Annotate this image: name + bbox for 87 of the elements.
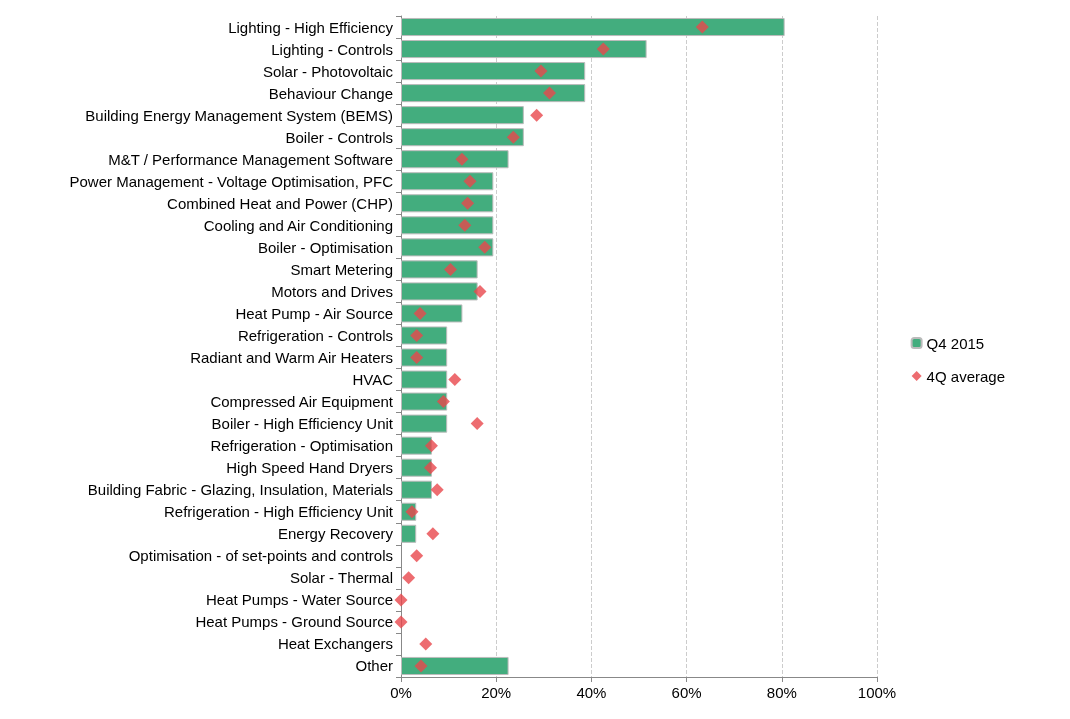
point bbox=[473, 284, 487, 298]
y-tick-label: Combined Heat and Power (CHP) bbox=[167, 194, 393, 212]
legend-label: Q4 2015 bbox=[926, 334, 985, 352]
y-tick-label: HVAC bbox=[352, 371, 394, 389]
y-tick-label: Building Energy Management System (BEMS) bbox=[85, 106, 393, 124]
bar bbox=[401, 84, 586, 103]
point bbox=[478, 240, 492, 254]
y-tick-label: Solar - Photovoltaic bbox=[262, 62, 394, 80]
y-tick-label: Compressed Air Equipment bbox=[210, 393, 394, 411]
bar bbox=[401, 238, 494, 257]
bar bbox=[401, 524, 417, 543]
point bbox=[506, 130, 520, 144]
bar bbox=[401, 282, 478, 301]
point bbox=[530, 108, 544, 122]
y-tick-label: M&T / Performance Management Software bbox=[108, 150, 393, 168]
y-tick-label: Heat Pumps - Ground Source bbox=[195, 613, 393, 631]
bar bbox=[401, 128, 524, 147]
bar bbox=[401, 436, 432, 455]
x-tick-label: 0% bbox=[390, 684, 412, 701]
y-tick-label: Building Fabric - Glazing, Insulation, Materials bbox=[87, 481, 393, 499]
bar bbox=[401, 414, 448, 433]
y-tick-label: Refrigeration - Controls bbox=[237, 326, 393, 344]
bar bbox=[401, 106, 524, 125]
y-tick-label: Motors and Drives bbox=[271, 282, 393, 300]
point bbox=[394, 593, 408, 607]
bar bbox=[401, 304, 463, 323]
x-tick-label: 80% bbox=[766, 684, 797, 701]
bar bbox=[401, 40, 647, 59]
x-tick-label: 60% bbox=[671, 684, 702, 701]
y-tick-label: Lighting - Controls bbox=[271, 40, 393, 58]
point bbox=[448, 373, 462, 387]
point bbox=[426, 527, 440, 541]
y-tick-label: Boiler - Controls bbox=[285, 128, 393, 146]
y-tick-label: Heat Pump - Air Source bbox=[235, 304, 393, 322]
y-tick-label: Refrigeration - High Efficiency Unit bbox=[164, 503, 394, 521]
y-tick-label: Heat Exchangers bbox=[277, 635, 393, 653]
y-tick-label: Behaviour Change bbox=[268, 84, 393, 102]
legend-label: 4Q average bbox=[926, 367, 1006, 385]
point bbox=[695, 20, 709, 34]
point bbox=[596, 42, 610, 56]
y-tick-label: Cooling and Air Conditioning bbox=[203, 216, 393, 234]
point bbox=[458, 218, 472, 232]
bar bbox=[401, 17, 785, 37]
point bbox=[455, 152, 469, 166]
y-tick-label: Boiler - High Efficiency Unit bbox=[211, 415, 394, 433]
point bbox=[394, 615, 408, 629]
bar bbox=[401, 194, 494, 213]
x-tick-label: 100% bbox=[857, 684, 897, 701]
y-tick-label: Radiant and Warm Air Heaters bbox=[190, 349, 393, 367]
y-tick-label: Refrigeration - Optimisation bbox=[210, 437, 393, 455]
bar bbox=[401, 62, 586, 81]
point bbox=[430, 483, 444, 497]
bar bbox=[401, 216, 494, 235]
point bbox=[543, 86, 557, 100]
point bbox=[463, 174, 477, 188]
y-tick-label: Energy Recovery bbox=[277, 525, 394, 543]
point bbox=[410, 549, 424, 563]
point bbox=[419, 637, 433, 651]
bar bbox=[401, 370, 448, 389]
y-tick-label: Power Management - Voltage Optimisation, PFC bbox=[69, 172, 394, 190]
point bbox=[424, 461, 438, 475]
point bbox=[461, 196, 475, 210]
point bbox=[410, 351, 424, 365]
point bbox=[402, 571, 416, 585]
y-tick-label: Heat Pumps - Water Source bbox=[205, 591, 393, 609]
x-tick-label: 40% bbox=[576, 684, 607, 701]
point bbox=[413, 306, 427, 320]
y-tick-label: Solar - Thermal bbox=[289, 569, 393, 587]
y-tick-label: Optimisation - of set-points and controls bbox=[128, 547, 393, 565]
point bbox=[444, 262, 457, 276]
y-tick-label: Other bbox=[355, 657, 393, 675]
x-tick-label: 20% bbox=[481, 684, 512, 701]
point bbox=[470, 417, 484, 431]
point bbox=[414, 659, 428, 673]
bar bbox=[401, 260, 478, 279]
y-tick-label: Lighting - High Efficiency bbox=[228, 18, 394, 36]
point bbox=[410, 328, 424, 342]
bar bbox=[401, 480, 432, 499]
bar bbox=[401, 458, 432, 477]
bar bbox=[401, 172, 494, 191]
point bbox=[424, 439, 438, 453]
bar bbox=[401, 656, 509, 676]
y-tick-label: Smart Metering bbox=[290, 260, 393, 278]
bar bbox=[401, 150, 509, 169]
y-tick-label: Boiler - Optimisation bbox=[257, 238, 393, 256]
point bbox=[534, 64, 548, 78]
y-tick-label: High Speed Hand Dryers bbox=[226, 459, 393, 477]
